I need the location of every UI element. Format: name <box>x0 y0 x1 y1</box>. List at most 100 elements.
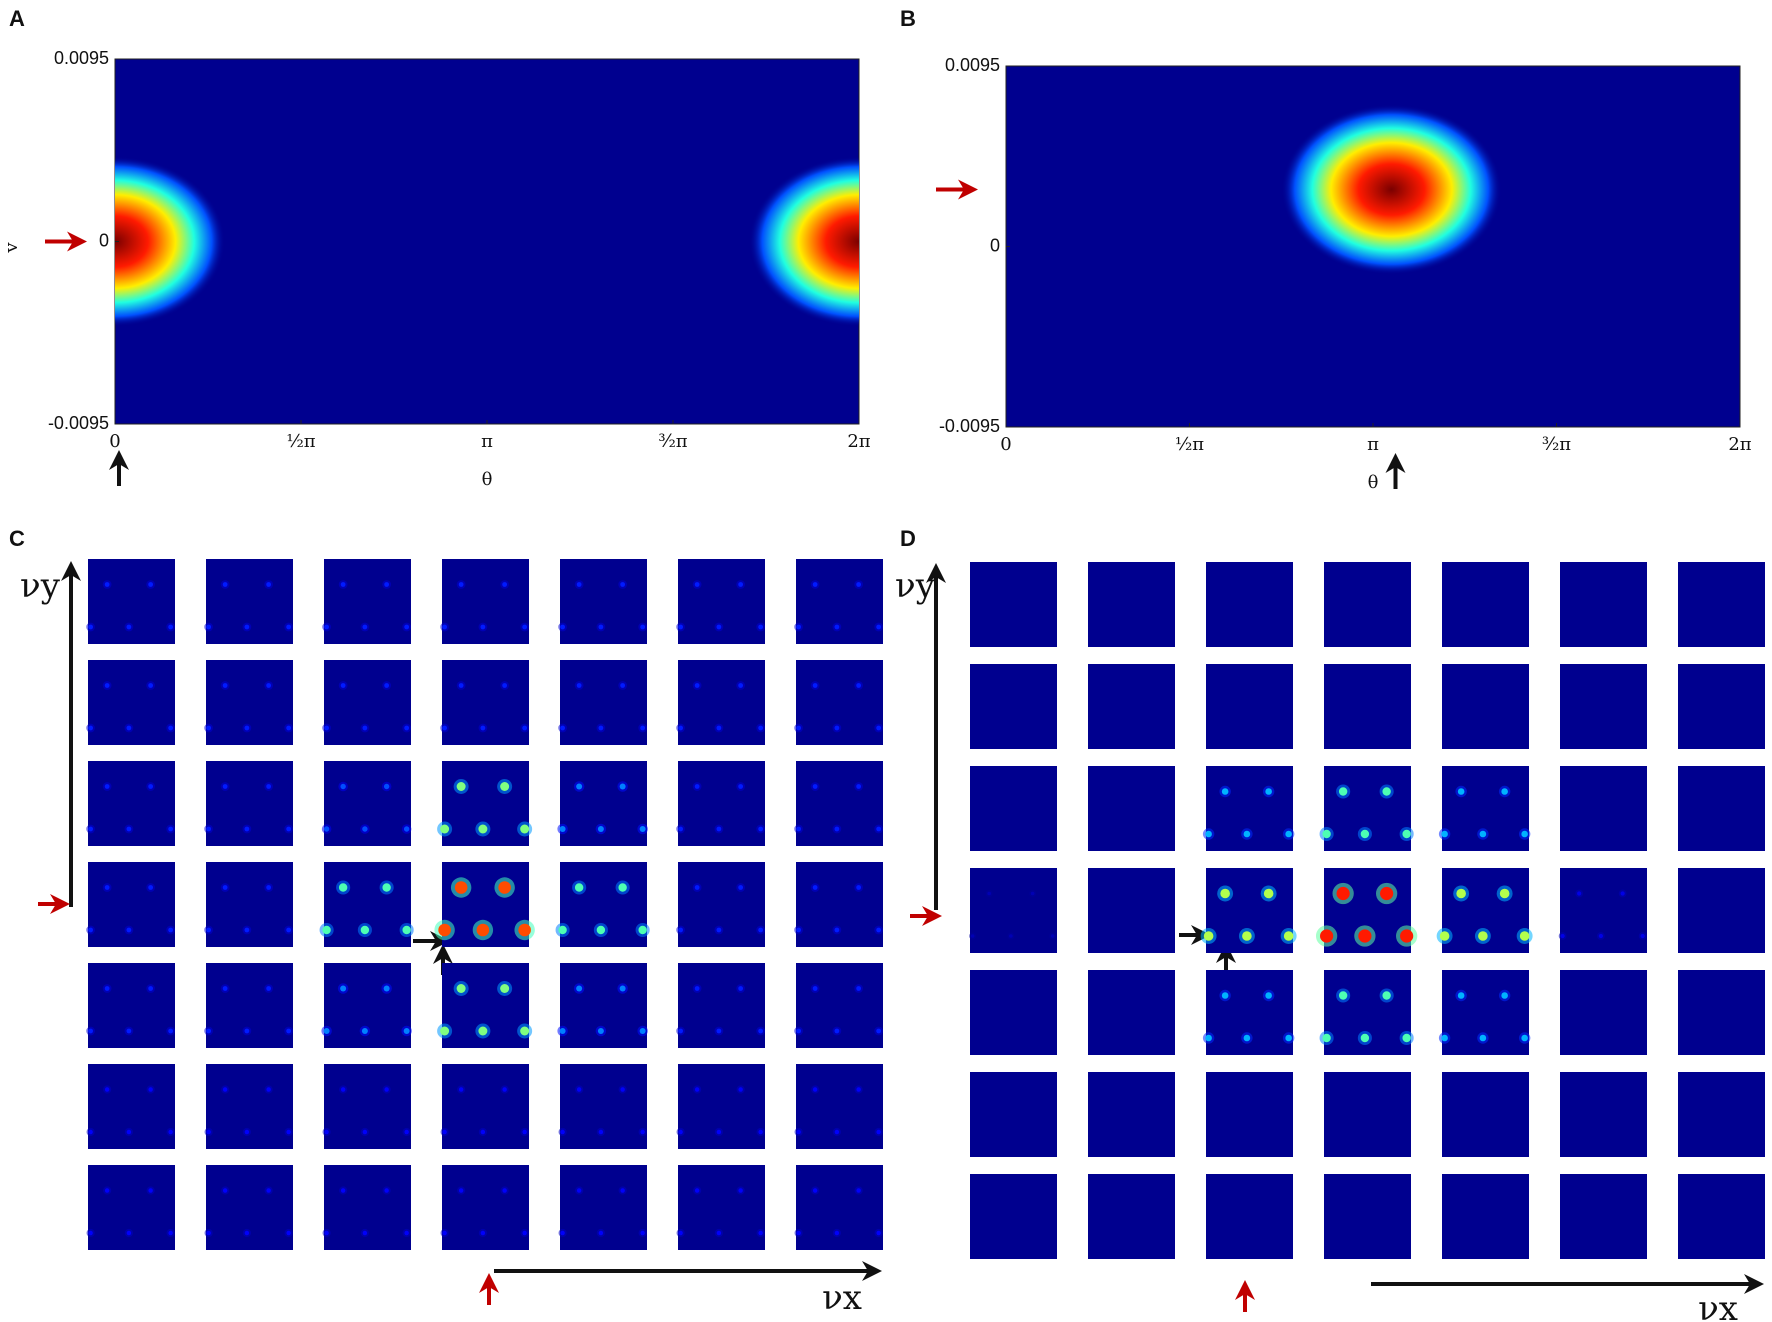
firing-field <box>876 826 882 832</box>
firing-field <box>678 1129 683 1135</box>
x-tick-label: ³⁄₂π <box>658 431 687 452</box>
firing-field <box>222 683 228 688</box>
x-axis-label: θ <box>1368 472 1379 493</box>
firing-field <box>168 1028 174 1034</box>
firing-field <box>1009 934 1013 938</box>
firing-field <box>382 883 391 892</box>
rate-map-cell <box>1206 664 1293 749</box>
firing-field <box>758 725 764 731</box>
firing-field <box>1243 830 1251 838</box>
firing-field <box>1521 830 1528 838</box>
firing-field <box>522 1230 527 1236</box>
rate-map-cell <box>678 1165 765 1250</box>
rate-map-cell <box>1088 1072 1175 1157</box>
firing-field <box>856 986 862 991</box>
firing-field <box>126 1028 132 1034</box>
firing-field <box>598 1129 604 1135</box>
firing-field <box>88 1129 93 1135</box>
y-axis-label: νy <box>895 566 936 606</box>
firing-field <box>244 1028 250 1034</box>
firing-field <box>1501 788 1508 795</box>
firing-field <box>834 927 840 933</box>
rate-map-cell <box>206 963 293 1048</box>
firing-field <box>1441 830 1448 838</box>
firing-field <box>694 683 700 688</box>
firing-field <box>1521 1034 1528 1042</box>
rate-map-cell <box>1088 1174 1175 1259</box>
firing-field <box>758 826 764 832</box>
rate-map-cell <box>678 559 765 644</box>
firing-field <box>738 1188 743 1193</box>
panel-label: C <box>9 526 25 551</box>
firing-field <box>1402 1033 1411 1043</box>
firing-field <box>104 986 110 991</box>
firing-field <box>442 624 448 630</box>
rate-map-cell <box>88 963 175 1048</box>
firing-field <box>104 885 110 890</box>
rate-map-cell <box>442 1064 529 1149</box>
firing-field <box>340 1188 346 1193</box>
firing-field <box>168 927 174 933</box>
firing-field <box>559 826 566 832</box>
firing-field <box>856 885 862 890</box>
firing-field <box>738 784 744 789</box>
firing-field <box>286 1230 291 1236</box>
firing-field <box>618 883 627 892</box>
firing-field <box>620 1188 625 1193</box>
y-tick-label: 0 <box>99 230 109 250</box>
firing-field <box>362 725 368 731</box>
x-tick-label: ½π <box>286 431 315 452</box>
firing-field <box>384 683 390 688</box>
firing-field <box>338 883 348 892</box>
firing-field <box>576 783 583 790</box>
rate-map-cell <box>1442 664 1529 749</box>
firing-field <box>596 925 606 935</box>
firing-field <box>738 683 744 688</box>
rate-map-cell <box>970 868 1057 953</box>
firing-field <box>222 582 228 587</box>
firing-field <box>362 826 368 832</box>
firing-field <box>970 934 975 938</box>
firing-field <box>1479 1034 1487 1042</box>
firing-field <box>478 1026 488 1036</box>
rate-map-cell <box>1560 766 1647 851</box>
rate-map-cell <box>324 559 411 644</box>
firing-field <box>1360 829 1370 839</box>
firing-field <box>812 784 818 789</box>
rate-map-cell <box>1088 868 1175 953</box>
firing-field <box>812 582 818 587</box>
firing-field <box>168 725 174 731</box>
firing-field <box>322 925 331 935</box>
x-tick-label: 2π <box>847 431 870 452</box>
firing-field <box>796 624 802 630</box>
firing-field <box>361 1028 368 1034</box>
firing-field <box>716 1230 722 1236</box>
rate-map-cell <box>1324 664 1411 749</box>
firing-field <box>1560 933 1565 939</box>
firing-field <box>480 725 486 731</box>
firing-field <box>1320 929 1334 943</box>
firing-field <box>148 683 154 688</box>
firing-field <box>498 881 511 894</box>
firing-field <box>340 985 347 992</box>
firing-field <box>694 885 700 890</box>
firing-field <box>796 1230 801 1236</box>
x-tick-label: 0 <box>1000 434 1011 455</box>
rate-map-cell <box>1678 562 1765 647</box>
firing-field <box>500 984 510 993</box>
firing-field <box>222 1087 228 1092</box>
firing-field <box>168 624 174 630</box>
firing-field <box>1501 992 1508 999</box>
firing-field <box>640 1230 645 1236</box>
firing-field <box>638 925 647 935</box>
rate-map-cell <box>206 1165 293 1250</box>
firing-field <box>640 624 646 630</box>
x-tick-label: π <box>481 431 493 452</box>
rate-map-cell <box>796 1165 883 1250</box>
firing-field <box>560 1230 565 1236</box>
plot-area <box>114 58 860 425</box>
firing-field <box>104 784 110 789</box>
firing-field <box>1598 933 1603 939</box>
rate-map-cell <box>560 1165 647 1250</box>
